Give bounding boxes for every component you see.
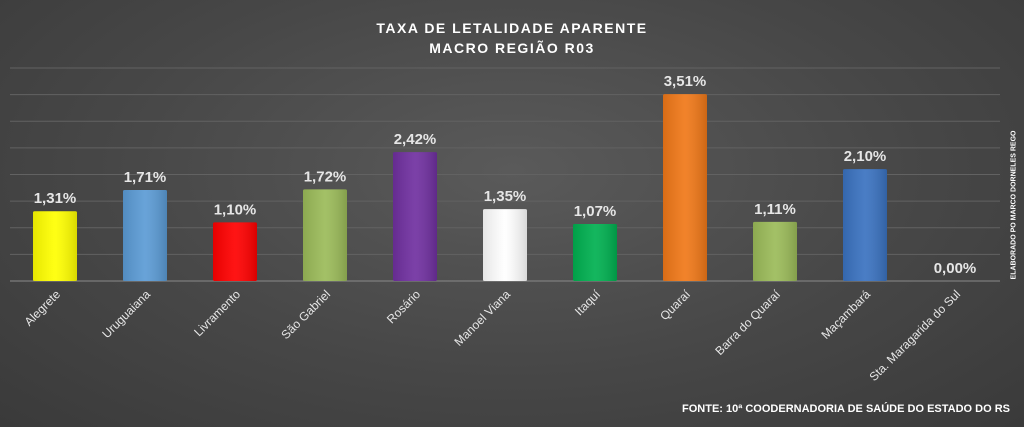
- data-labels: 1,31% 1,71% 1,10% 1,72% 2,42% 1,35% 1,07% 3,51%…: [34, 73, 977, 277]
- x-tick-label: Alegrete: [22, 287, 64, 329]
- bar-shading: [663, 94, 707, 281]
- data-label: 0,00%: [934, 260, 977, 277]
- data-label: 1,35%: [484, 188, 527, 205]
- x-tick-label: Uruguaiana: [99, 287, 153, 341]
- bar-shading: [393, 152, 437, 281]
- data-label: 2,10%: [844, 148, 887, 165]
- x-tick-label: Barra do Quaraí: [712, 287, 783, 358]
- data-label: 1,72%: [304, 168, 347, 185]
- data-label: 1,07%: [574, 203, 617, 220]
- x-tick-label: Quaraí: [657, 287, 693, 323]
- bar-shading: [483, 209, 527, 281]
- chart-subtitle: MACRO REGIÃO R03: [429, 40, 595, 56]
- bar-shading: [753, 221, 797, 281]
- data-label: 1,31%: [34, 190, 77, 207]
- chart-title: TAXA DE LETALIDADE APARENTE: [376, 20, 648, 36]
- data-label: 2,42%: [394, 131, 437, 148]
- bars: [33, 94, 887, 281]
- x-tick-label: Rosário: [384, 287, 423, 326]
- gridlines: [10, 67, 1000, 282]
- bar-shading: [33, 211, 77, 281]
- x-tick-label: Itaquí: [572, 287, 604, 319]
- x-tick-label: Manoel Viana: [451, 287, 513, 349]
- x-tick-label: São Gabriel: [278, 287, 333, 342]
- data-label: 1,71%: [124, 169, 167, 186]
- bar-shading: [573, 224, 617, 281]
- data-label: 1,11%: [754, 201, 796, 218]
- author-note: ELABORADO PO MARCO DORNELES REGO: [1010, 130, 1018, 280]
- x-tick-label: Maçambará: [818, 287, 873, 342]
- x-tick-label: Sta. Maragarida do Sul: [866, 287, 963, 384]
- bar-shading: [303, 189, 347, 281]
- bar-shading: [213, 222, 257, 281]
- bar-shading: [843, 169, 887, 281]
- data-label: 3,51%: [664, 73, 707, 90]
- x-tick-label: Livramento: [191, 287, 243, 339]
- bar-shading: [123, 189, 167, 281]
- x-tick-labels: Alegrete Uruguaiana Livramento São Gabriel R…: [22, 287, 964, 384]
- data-label: 1,10%: [214, 201, 257, 218]
- source-note: FONTE: 10ª COODERNADORIA DE SAÚDE DO EST…: [682, 403, 1010, 415]
